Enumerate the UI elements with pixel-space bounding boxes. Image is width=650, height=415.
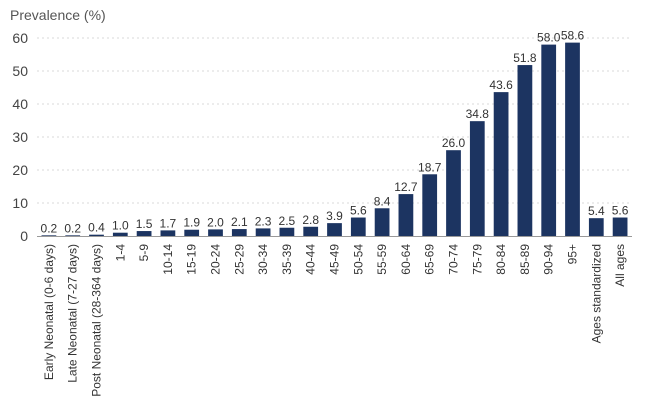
data-label: 1.0: [112, 219, 129, 233]
data-label: 0.2: [41, 221, 58, 235]
x-tick-label: 75-79: [470, 244, 484, 275]
x-tick-label: 1-4: [113, 244, 127, 262]
bar: [231, 229, 247, 236]
bar: [588, 218, 604, 236]
x-tick-label: 45-49: [328, 244, 342, 275]
data-label: 2.0: [207, 215, 224, 229]
y-tick-label: 10: [12, 195, 28, 211]
x-tick-label: Post Neonatal (28-364 days): [90, 244, 104, 397]
x-tick-label: Late Neonatal (7-27 days): [66, 244, 80, 383]
data-label: 0.2: [64, 221, 81, 235]
x-tick-label: 30-34: [256, 244, 270, 275]
data-label: 8.4: [374, 194, 391, 208]
bar: [517, 65, 533, 236]
data-label: 5.6: [350, 204, 367, 218]
x-tick-label: 60-64: [399, 244, 413, 275]
x-tick-label: 50-54: [351, 244, 365, 275]
y-axis-title: Prevalence (%): [10, 7, 106, 23]
data-label: 1.5: [136, 217, 153, 231]
bar: [327, 223, 342, 236]
bar: [279, 227, 295, 236]
data-label: 43.6: [489, 78, 513, 92]
x-tick-label: Ages standardized: [589, 244, 603, 343]
bar: [89, 234, 104, 236]
data-label: 5.6: [612, 204, 629, 218]
x-tick-label: 70-74: [447, 244, 461, 275]
data-label: 2.5: [279, 214, 296, 228]
bar: [112, 232, 128, 236]
x-tick-label: All ages: [613, 244, 627, 287]
data-label: 3.9: [326, 209, 343, 223]
bar: [208, 229, 223, 236]
bar: [160, 230, 176, 236]
x-tick-label: 65-69: [423, 244, 437, 275]
y-tick-label: 40: [12, 96, 28, 112]
x-tick-label: 90-94: [542, 244, 556, 275]
data-label: 58.0: [537, 31, 561, 45]
x-tick-label: 15-19: [185, 244, 199, 275]
x-axis-ticks: Early Neonatal (0-6 days) Late Neonatal (…: [42, 244, 627, 397]
gridlines: [37, 37, 632, 204]
x-tick-label: 40-44: [304, 244, 318, 275]
y-tick-label: 50: [12, 63, 28, 79]
y-axis-ticks: 0 10 20 30 40 50 60: [12, 30, 28, 244]
bar: [303, 226, 319, 236]
data-label: 5.4: [588, 204, 605, 218]
data-label: 2.3: [255, 214, 272, 228]
x-tick-label: 85-89: [518, 244, 532, 275]
data-label: 2.8: [302, 213, 319, 227]
bar: [422, 174, 438, 236]
data-label: 1.9: [183, 216, 200, 230]
y-tick-label: 60: [12, 30, 28, 46]
bar: [469, 121, 485, 236]
data-labels: 0.2 0.2 0.4 1.0 1.5 1.7 1.9 2.0 2.1 2.3 2.5 2.8 3.9 5…: [41, 29, 629, 236]
x-tick-label: 5-9: [137, 244, 151, 262]
bar: [184, 229, 200, 236]
x-tick-label: 10-14: [161, 244, 175, 275]
x-tick-label: Early Neonatal (0-6 days): [42, 244, 56, 380]
data-label: 0.4: [88, 221, 105, 235]
bar: [398, 194, 414, 236]
bar: [541, 44, 557, 236]
data-label: 2.1: [231, 215, 248, 229]
data-label: 51.8: [513, 51, 537, 65]
y-tick-label: 20: [12, 162, 28, 178]
data-label: 18.7: [418, 160, 442, 174]
data-label: 58.6: [561, 29, 585, 43]
bar: [65, 235, 81, 236]
bar: [255, 228, 271, 236]
bar: [41, 235, 57, 236]
data-label: 34.8: [466, 107, 490, 121]
bars: [41, 42, 628, 237]
y-tick-label: 30: [12, 129, 28, 145]
bar: [350, 217, 366, 236]
bar: [612, 217, 628, 236]
data-label: 12.7: [394, 180, 418, 194]
bar: [446, 150, 461, 236]
bar: [565, 42, 580, 237]
data-label: 1.7: [160, 216, 177, 230]
bar: [493, 92, 509, 237]
bar: [374, 208, 390, 236]
x-tick-label: 55-59: [375, 244, 389, 275]
x-tick-label: 95+: [566, 244, 580, 264]
data-label: 26.0: [442, 136, 466, 150]
x-tick-label: 20-24: [209, 244, 223, 275]
x-tick-label: 80-84: [494, 244, 508, 275]
x-tick-label: 35-39: [280, 244, 294, 275]
bar: [136, 231, 152, 236]
y-tick-label: 0: [20, 228, 28, 244]
x-tick-label: 25-29: [232, 244, 246, 275]
